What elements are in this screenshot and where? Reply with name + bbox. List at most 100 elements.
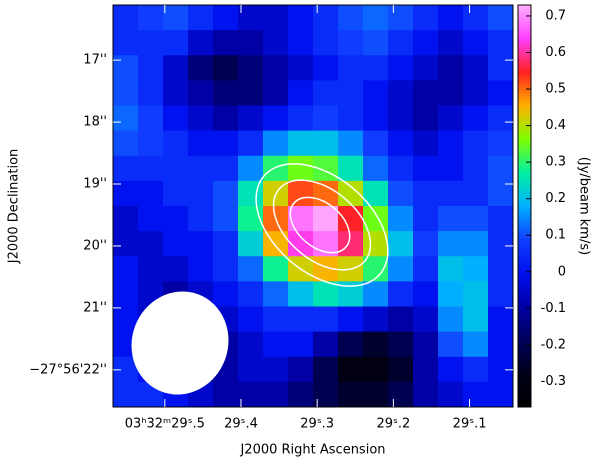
cell (438, 306, 464, 333)
y-axis-label: J2000 Declination (7, 149, 22, 265)
cell (163, 180, 189, 207)
cell (238, 30, 264, 56)
cell (338, 105, 364, 132)
cell (413, 5, 439, 31)
cell (138, 206, 164, 232)
cell (188, 180, 214, 207)
cell (163, 206, 189, 232)
cell (413, 206, 439, 232)
y-tick-label: 21'' (83, 300, 107, 315)
cell (313, 206, 339, 232)
cell (313, 306, 339, 333)
cell (238, 180, 264, 207)
cell (463, 130, 489, 157)
cell (188, 5, 214, 31)
cell (238, 381, 264, 408)
cell (288, 306, 314, 333)
cell (363, 130, 389, 157)
cell (463, 331, 489, 358)
cell (213, 80, 239, 106)
cell (438, 80, 464, 106)
cell (463, 5, 489, 31)
cell (263, 155, 289, 182)
cell (388, 381, 414, 408)
cell (113, 180, 139, 207)
cell (463, 30, 489, 56)
cell (188, 80, 214, 106)
cell (363, 231, 389, 257)
colorbar (517, 4, 532, 408)
cell (488, 206, 514, 232)
cell (238, 331, 264, 358)
cell (463, 155, 489, 182)
cell (188, 130, 214, 157)
cell (288, 80, 314, 106)
contour (255, 163, 389, 287)
y-tick-label: −27°56'22'' (29, 362, 107, 377)
cell (338, 30, 364, 56)
cell (388, 356, 414, 383)
cell (263, 281, 289, 307)
cell (238, 356, 264, 383)
cell (238, 5, 264, 31)
cell (213, 231, 239, 257)
cell (163, 105, 189, 132)
cell (413, 256, 439, 282)
x-tick-label: 03ʰ32ᵐ29ˢ.5 (125, 417, 205, 432)
cell (113, 5, 139, 31)
cell (463, 80, 489, 106)
cell (413, 55, 439, 81)
cell (363, 331, 389, 358)
cell (338, 155, 364, 182)
cell (313, 155, 339, 182)
cell (488, 331, 514, 358)
cell (213, 55, 239, 81)
cell (313, 331, 339, 358)
cell (388, 180, 414, 207)
cell (338, 130, 364, 157)
x-axis-label: J2000 Right Ascension (239, 443, 385, 458)
cell (463, 281, 489, 307)
cell (288, 381, 314, 408)
cell (238, 155, 264, 182)
cell (238, 55, 264, 81)
x-tick-label: 29ˢ.2 (376, 417, 410, 432)
cell (263, 55, 289, 81)
colorbar-tick-label: -0.1 (541, 301, 566, 316)
cell (438, 5, 464, 31)
cell (413, 281, 439, 307)
cell (363, 30, 389, 56)
cell (113, 55, 139, 81)
cell (388, 331, 414, 358)
cell (188, 55, 214, 81)
cell (413, 180, 439, 207)
cell (238, 231, 264, 257)
cell (463, 306, 489, 333)
cell (463, 231, 489, 257)
cell (313, 130, 339, 157)
cell (213, 155, 239, 182)
cell (363, 356, 389, 383)
cell (213, 30, 239, 56)
cell (438, 356, 464, 383)
cell (113, 281, 139, 307)
cell (188, 30, 214, 56)
cell (313, 281, 339, 307)
cell (463, 105, 489, 132)
cell (413, 80, 439, 106)
cell (188, 155, 214, 182)
cell (338, 80, 364, 106)
cell (213, 381, 239, 408)
cell (463, 180, 489, 207)
cell (363, 5, 389, 31)
cell (363, 281, 389, 307)
contour (289, 196, 351, 254)
cell (163, 130, 189, 157)
cell (363, 381, 389, 408)
cell (238, 105, 264, 132)
cell (113, 256, 139, 282)
cell (463, 206, 489, 232)
y-tick-label: 19'' (83, 177, 107, 192)
cell (438, 55, 464, 81)
